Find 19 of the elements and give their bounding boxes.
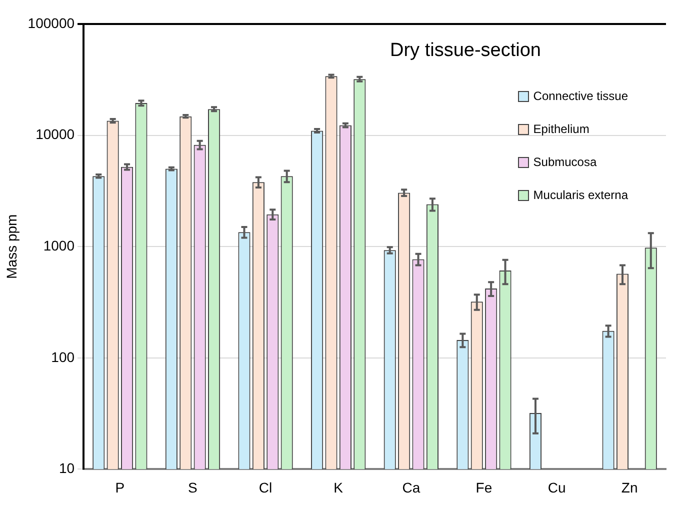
legend-label: Mucularis externa xyxy=(533,187,628,204)
text: Dry tissue-section xyxy=(390,40,541,62)
y-tick-label: 10 xyxy=(58,460,75,476)
y-tick-label: 10000 xyxy=(36,126,75,142)
x-tick-label: S xyxy=(188,479,198,496)
y-tick-label: 1000 xyxy=(43,237,75,254)
x-tick-label: Ca xyxy=(402,479,420,496)
x-tick-label: Zn xyxy=(621,479,638,496)
legend-label: Connective tissue xyxy=(533,88,628,105)
x-tick-label: K xyxy=(334,479,344,496)
x-tick-label: Cu xyxy=(548,479,566,496)
x-tick-label: Fe xyxy=(476,479,492,496)
legend-label: Submucosa xyxy=(533,154,597,171)
x-tick-label: P xyxy=(115,479,125,496)
y-tick-label: 100 xyxy=(51,348,75,365)
legend-label: Epithelium xyxy=(533,121,590,138)
x-tick-label: Cl xyxy=(258,479,272,496)
y-axis-title: Mass ppm xyxy=(3,214,20,279)
y-tick-label: 100000 xyxy=(28,14,75,31)
